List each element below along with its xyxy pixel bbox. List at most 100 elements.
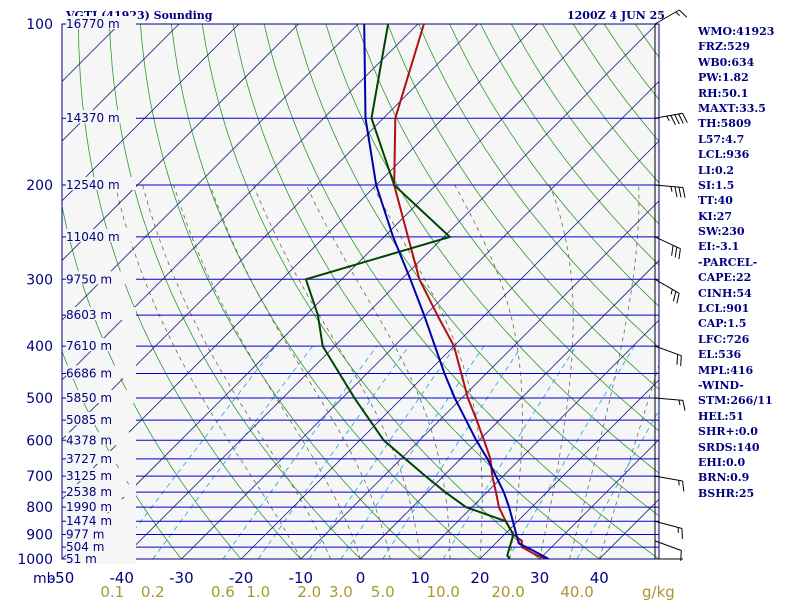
height-label-bg (66, 539, 136, 553)
height-label: 16770 m (66, 17, 120, 31)
barb-flag (674, 114, 680, 125)
height-label-bg (66, 484, 136, 498)
barb-flag (671, 245, 674, 256)
height-label: 1474 m (66, 514, 112, 528)
pressure-tick-label: 800 (26, 500, 53, 516)
barb-half-flag (678, 480, 680, 486)
pressure-tick-label: 200 (26, 178, 53, 194)
height-label-bg (66, 468, 136, 482)
series-group (304, 24, 550, 559)
isotherm (62, 24, 478, 441)
pressure-tick-label: 600 (26, 433, 53, 449)
temperature-tick-label: 10 (411, 569, 430, 587)
height-label: 4378 m (66, 433, 112, 447)
mixing-ratio-tick-label: 0.6 (211, 583, 235, 600)
temperature-tick-label: -30 (169, 569, 194, 587)
height-label: 51 m (66, 552, 97, 566)
height-label: 7610 m (66, 339, 112, 353)
height-label-bg (66, 389, 136, 403)
height-label: 2538 m (66, 485, 112, 499)
wind-barb-column (654, 9, 688, 561)
isotherm (121, 24, 657, 559)
isotherm (539, 439, 659, 559)
height-label-bg (66, 526, 136, 540)
barb-staff (654, 520, 683, 529)
barb-staff (654, 9, 680, 25)
barb-staff (654, 236, 681, 250)
wind-barb (654, 397, 686, 411)
isotherm (181, 80, 659, 559)
index-item: SI:1.5 (698, 178, 735, 192)
barb-half-flag (675, 11, 680, 16)
height-label: 1990 m (66, 500, 112, 514)
height-label-bg (66, 450, 136, 464)
index-item: SRDS:140 (698, 440, 760, 454)
temperature-tick-label: 20 (470, 569, 489, 587)
height-label: 3125 m (66, 469, 112, 483)
barb-flag (682, 187, 686, 198)
barb-half-flag (666, 115, 670, 122)
sounding-indices-panel: WMO:41923 FRZ:529 WB0:634 PW:1.82 RH:50.1 MAX… (698, 24, 774, 501)
isotherm (62, 24, 419, 381)
isotherm (240, 140, 659, 559)
temperature-tick-label: 0 (356, 569, 366, 587)
isotherm (360, 259, 659, 559)
pressure-tick-label: 100 (26, 17, 53, 33)
height-label-bg (66, 432, 136, 446)
index-item: CAP:1.5 (698, 317, 747, 331)
index-item: CINH:54 (698, 286, 752, 300)
height-label: 6686 m (66, 366, 112, 380)
mixing-ratio-tick-label: 0.2 (141, 583, 165, 600)
temperature-tick-label: -40 (109, 569, 134, 587)
mixing-ratio-tick-label: 1.0 (246, 583, 270, 600)
barb-flag (682, 400, 686, 411)
height-label-bg (66, 513, 136, 527)
mixing-ratio-tick-label: 2.0 (297, 583, 321, 600)
pressure-tick-label: 500 (26, 391, 53, 407)
height-label-bg (66, 228, 136, 242)
index-item: CAPE:22 (698, 271, 752, 285)
index-item: EL:536 (698, 348, 742, 362)
barb-flag (680, 550, 682, 561)
mixing-ratio-tick-label: 20.0 (491, 583, 524, 600)
barb-staff (654, 345, 682, 357)
moist-adiabat (598, 363, 659, 559)
barb-flag (674, 246, 678, 258)
height-label: 12540 m (66, 178, 120, 192)
index-item: RH:50.1 (698, 86, 749, 100)
temperature-tick-label: -20 (229, 569, 254, 587)
wind-barb (654, 475, 685, 492)
plot-background (62, 24, 659, 559)
pressure-tick-label: 300 (26, 272, 53, 288)
temperature-tick-label: -50 (50, 569, 75, 587)
index-item: LCL:936 (698, 148, 750, 162)
index-item: WMO:41923 (698, 25, 775, 38)
pressure-tick-label: 900 (26, 528, 53, 544)
wind-barb (654, 112, 688, 126)
wind-barb (654, 9, 688, 25)
barb-staff (654, 184, 683, 188)
parcel-line (363, 24, 550, 559)
pressure-tick-label: 1000 (17, 552, 53, 568)
isotherm (62, 24, 359, 321)
index-item: EHI:0.0 (698, 455, 746, 469)
height-label-bg (66, 338, 136, 352)
index-item: STM:266/11 (698, 394, 773, 408)
moist-adiabat (371, 184, 483, 559)
index-item: -PARCEL- (698, 255, 758, 269)
barb-flag (678, 187, 682, 198)
dewpoint-line (304, 24, 515, 559)
index-item: PW:1.82 (698, 71, 749, 85)
index-item: TH:5809 (698, 117, 752, 131)
sounding-timestamp: 1200Z 4 JUN 25 (567, 9, 665, 22)
temperature-tick-label: 40 (590, 569, 609, 587)
pressure-tick-label: 700 (26, 469, 53, 485)
wind-barb (654, 184, 686, 198)
barb-flag (672, 291, 677, 302)
plot-area (62, 24, 659, 559)
barb-half-flag (678, 399, 681, 406)
index-item: L57:4.7 (698, 132, 745, 146)
mixing-ratio-tick-label: 40.0 (560, 583, 593, 600)
isotherm (300, 200, 659, 559)
